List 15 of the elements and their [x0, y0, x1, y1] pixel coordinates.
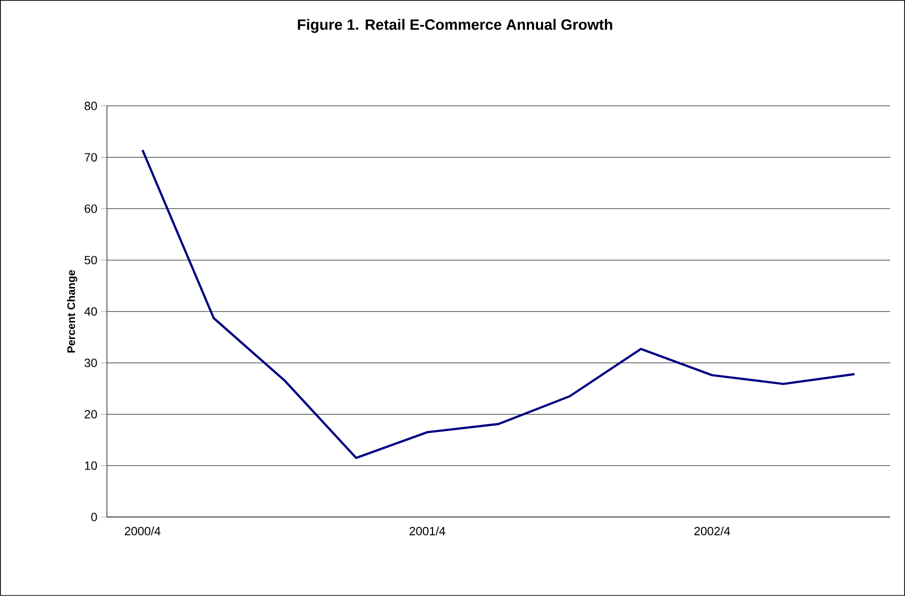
chart-title: Figure 1. Retail E-Commerce Annual Growth	[298, 18, 612, 33]
y-tick-label: 80	[84, 102, 97, 110]
y-tick-label: 40	[84, 307, 97, 316]
y-tick-label: 10	[85, 461, 97, 470]
x-tick-label: 2002/4	[694, 526, 730, 536]
y-tick-label: 70	[84, 153, 97, 162]
y-axis-title: Percent Change	[67, 270, 78, 352]
y-tick-label: 60	[84, 204, 97, 213]
y-tick-label: 0	[91, 512, 97, 522]
y-tick-label: 30	[84, 358, 97, 368]
x-tick-label: 2000/4	[124, 526, 160, 536]
line-series	[141, 149, 856, 460]
y-tick-label: 50	[84, 256, 97, 264]
y-tick-label: 20	[84, 410, 97, 418]
x-tick-label: 2001/4	[410, 526, 446, 536]
